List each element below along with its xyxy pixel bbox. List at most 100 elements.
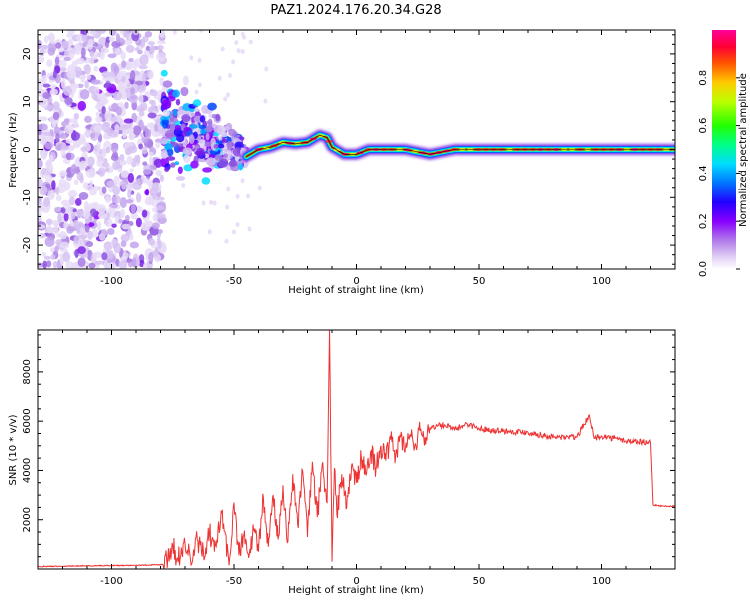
spectrogram-blob xyxy=(240,178,245,184)
spectrogram-blob xyxy=(70,131,80,141)
spectrogram-blob xyxy=(129,168,134,173)
spectrogram-blob xyxy=(76,171,84,181)
spectrogram-blob xyxy=(142,178,150,184)
spectrogram-blob xyxy=(172,89,180,98)
spectrogram-blob xyxy=(86,74,92,80)
spectrogram-blob xyxy=(74,198,82,206)
spectrogram-x-tick-label: 100 xyxy=(592,276,611,287)
spectrogram-blob xyxy=(104,167,110,173)
snr-plot-area xyxy=(38,330,675,569)
spectrogram-blob xyxy=(103,82,113,88)
snr-y-axis-label: SNR (10 * v/v) xyxy=(8,414,19,485)
spectrogram-blob xyxy=(171,117,179,123)
spectrogram-blob xyxy=(38,55,45,64)
spectrogram-blob xyxy=(197,57,202,63)
spectrogram-blob xyxy=(149,164,157,170)
spectrogram-blob xyxy=(65,152,72,160)
spectrogram-blob xyxy=(96,158,104,168)
spectrogram-blob xyxy=(100,228,108,237)
snr-x-tick-label: -50 xyxy=(226,576,242,587)
spectrogram-blob xyxy=(192,99,202,107)
colorbar-ticks: 0.0 0.2 0.4 0.6 0.8 xyxy=(698,70,740,277)
spectrogram-blob xyxy=(128,93,139,104)
spectrogram-blob xyxy=(113,242,121,254)
spectrogram-blob xyxy=(84,115,92,124)
spectrogram-blob xyxy=(220,46,225,52)
spectrogram-blob xyxy=(97,212,108,219)
spectrogram-x-axis-label: Height of straight line (km) xyxy=(288,285,424,296)
snr-x-tick-label: 100 xyxy=(592,576,611,587)
spectrogram-blob xyxy=(218,158,229,168)
spectrogram-blob xyxy=(198,139,205,147)
spectrogram-blob xyxy=(106,227,115,236)
spectrogram-blob xyxy=(149,44,155,54)
spectrogram-blob xyxy=(125,214,130,222)
spectrogram-blob xyxy=(39,168,47,179)
spectrogram-blob xyxy=(128,57,134,62)
spectrogram-blob xyxy=(64,181,71,191)
spectrogram-blob xyxy=(98,167,106,177)
spectrogram-blob xyxy=(55,186,60,195)
spectrogram-blob xyxy=(223,153,229,158)
snr-panel: -100 -50 0 50 100 2000 4000 6000 8000 Height of… xyxy=(8,329,676,596)
spectrogram-blob xyxy=(38,224,46,230)
spectrogram-blob xyxy=(83,182,89,190)
spectrogram-blob xyxy=(190,112,196,118)
colorbar-gradient xyxy=(712,30,736,269)
colorbar-label: Normalized spectral amplitude xyxy=(738,73,749,227)
spectrogram-blob xyxy=(138,93,144,105)
spectrogram-blob xyxy=(225,204,230,210)
spectrogram-blob xyxy=(149,187,159,196)
spectrogram-blob xyxy=(38,178,43,189)
spectrogram-blob xyxy=(180,86,189,97)
spectrogram-blob xyxy=(58,231,67,240)
spectrogram-blob xyxy=(227,72,232,78)
spectrogram-blob xyxy=(138,64,148,70)
spectrogram-blob xyxy=(141,72,147,84)
spectrogram-y-tick-label: 20 xyxy=(22,48,33,61)
spectrogram-blob xyxy=(120,160,127,165)
spectrogram-blob xyxy=(170,162,176,168)
spectrogram-blob xyxy=(94,260,101,265)
spectrogram-blob xyxy=(224,238,229,244)
spectrogram-blob xyxy=(105,146,111,154)
spectrogram-blob xyxy=(154,123,159,134)
spectrogram-blob xyxy=(142,168,152,175)
spectrogram-blob xyxy=(135,217,142,228)
spectrogram-blob xyxy=(188,134,195,144)
spectrogram-blob xyxy=(148,151,154,157)
spectrogram-blob xyxy=(83,209,91,219)
spectrogram-x-tick-label: -100 xyxy=(100,276,123,287)
spectrogram-blob xyxy=(145,128,152,139)
spectrogram-blob xyxy=(183,154,191,163)
spectrogram-blob xyxy=(120,233,130,243)
spectrogram-blob xyxy=(70,83,76,90)
spectrogram-blob xyxy=(218,143,225,149)
spectrogram-blob xyxy=(145,188,150,196)
spectrogram-blob xyxy=(152,222,160,230)
spectrogram-blob xyxy=(142,262,147,269)
colorbar-tick-label: 0.0 xyxy=(698,261,709,277)
spectrogram-blob xyxy=(107,53,117,59)
spectrogram-blob xyxy=(131,257,137,268)
spectrogram-blob xyxy=(161,99,171,110)
spectrogram-blob xyxy=(119,30,125,35)
spectrogram-blob xyxy=(87,230,93,240)
spectrogram-blob xyxy=(94,86,100,96)
spectrogram-blob xyxy=(169,123,177,132)
spectrogram-blob xyxy=(112,161,120,171)
spectrogram-blob xyxy=(115,48,121,56)
spectrogram-blob xyxy=(127,189,132,199)
spectrogram-blob xyxy=(139,54,149,66)
spectrogram-blob xyxy=(42,83,51,88)
spectrogram-blob xyxy=(120,60,127,68)
spectrogram-blob xyxy=(119,153,125,162)
spectrogram-blob xyxy=(125,199,134,204)
spectrogram-blob xyxy=(82,41,87,48)
spectrogram-blob xyxy=(118,218,123,224)
colorbar-tick-label: 0.6 xyxy=(698,118,709,134)
spectrogram-blob xyxy=(162,109,170,117)
spectrogram-blob xyxy=(226,92,231,98)
